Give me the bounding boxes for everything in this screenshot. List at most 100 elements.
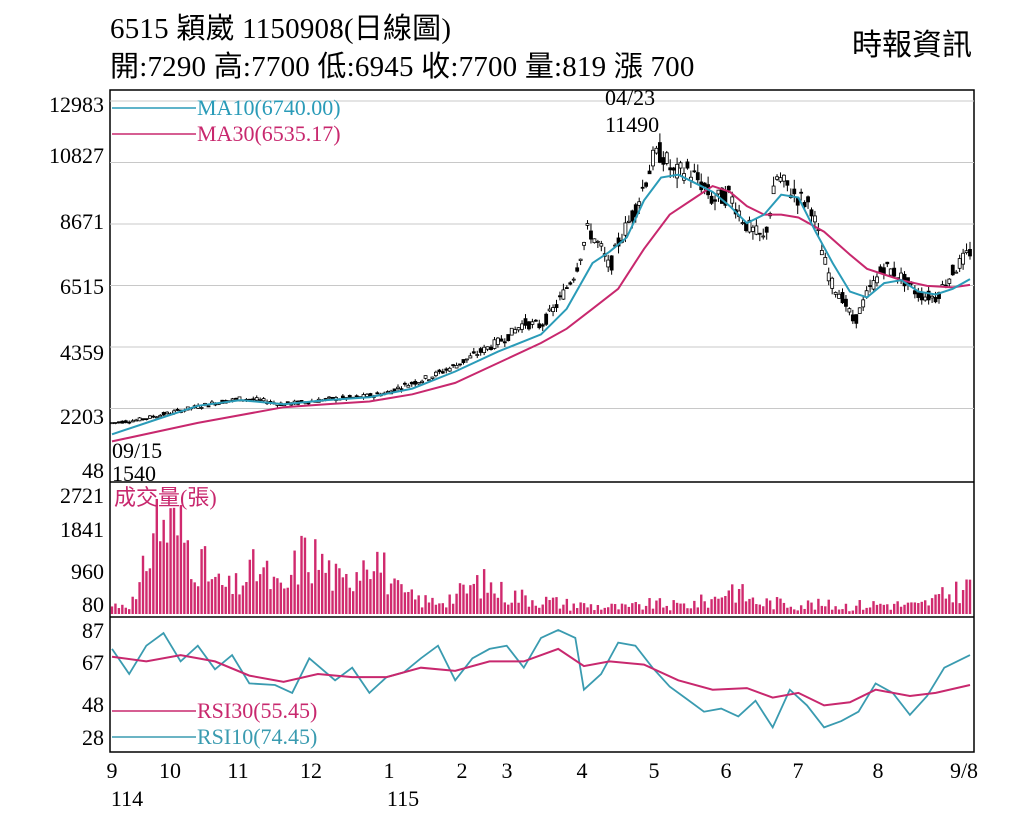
volume-bar: [214, 576, 217, 614]
volume-bar: [634, 602, 637, 614]
candle-body: [799, 191, 804, 194]
volume-bar: [482, 569, 486, 614]
candle-body: [823, 257, 828, 265]
candle-body: [668, 167, 673, 171]
volume-bar: [227, 575, 231, 614]
volume-bar: [589, 604, 593, 614]
candle-body: [850, 314, 855, 322]
volume-bar: [345, 573, 348, 614]
volume-bar: [648, 598, 651, 614]
volume-bar: [896, 601, 899, 614]
volume-bar: [534, 605, 538, 614]
candle-body: [113, 422, 118, 424]
volume-bar: [338, 568, 341, 614]
volume-bar: [365, 569, 369, 614]
volume-bar: [496, 597, 500, 614]
volume-bar: [451, 603, 455, 614]
candle-body: [427, 379, 431, 382]
volume-bar: [879, 603, 882, 614]
volume-bar: [441, 603, 444, 614]
volume-bar: [917, 603, 920, 614]
candle-body: [437, 369, 442, 373]
candle-body: [802, 202, 807, 208]
volume-bar: [248, 559, 252, 614]
volume-bar: [203, 546, 207, 614]
volume-bar: [837, 609, 841, 614]
candle-body: [623, 222, 628, 236]
volume-bar: [886, 604, 889, 614]
volume-bar: [238, 594, 241, 614]
x-tick-label: 7: [793, 758, 804, 783]
volume-bar: [476, 575, 479, 614]
volume-bar: [403, 592, 407, 614]
source-label: 時報資訊: [852, 29, 972, 62]
volume-bar: [669, 610, 672, 614]
candle-body: [499, 338, 504, 342]
candle-body: [644, 182, 648, 187]
candle-body: [402, 382, 407, 385]
candle-body: [954, 271, 959, 274]
candle-body: [440, 371, 445, 374]
volume-bar: [548, 600, 551, 614]
volume-bar: [393, 578, 396, 614]
candle-body: [523, 318, 528, 326]
volume-bar: [152, 533, 155, 614]
volume-bar: [317, 569, 320, 614]
volume-bar: [134, 599, 138, 614]
volume-bar: [575, 608, 579, 614]
volume-bar: [803, 608, 806, 614]
volume-bar: [513, 590, 517, 614]
volume-bar: [834, 606, 837, 614]
volume-bar: [851, 610, 855, 614]
candle-body: [813, 215, 817, 223]
volume-bar: [486, 592, 489, 614]
candle-body: [416, 382, 421, 385]
candle-body: [716, 189, 721, 195]
volume-bar: [613, 604, 617, 614]
volume-bar: [276, 578, 279, 614]
candle-body: [496, 337, 500, 345]
volume-bar: [458, 583, 462, 614]
candle-body: [713, 199, 717, 202]
candle-body: [375, 392, 380, 395]
x-tick-label: 4: [577, 758, 588, 783]
volume-bar: [775, 597, 779, 614]
volume-tick-label: 1841: [60, 517, 104, 542]
candle-body: [871, 280, 876, 290]
candle-body: [261, 398, 266, 402]
volume-bar: [889, 609, 892, 614]
price-tick-label: 4359: [60, 340, 104, 365]
candle-body: [434, 371, 438, 377]
volume-bar: [424, 595, 427, 614]
volume-bar: [258, 574, 262, 614]
candle-body: [130, 420, 135, 423]
volume-bar: [910, 602, 913, 614]
candle-body: [154, 416, 159, 419]
volume-bar: [314, 539, 317, 614]
candle-body: [340, 395, 345, 398]
rsi10-legend-label: RSI10(74.45): [197, 724, 317, 749]
candle-body: [451, 364, 456, 367]
volume-bar: [183, 542, 186, 614]
candle-body: [158, 414, 163, 418]
candle-body: [206, 405, 211, 408]
rsi-tick-label: 48: [82, 692, 104, 717]
low-value-annotation: 1540: [112, 461, 156, 486]
volume-bar: [531, 600, 534, 614]
volume-bar: [231, 593, 234, 614]
volume-bar: [155, 498, 158, 614]
volume-bar: [782, 602, 786, 614]
volume-bar: [810, 602, 813, 614]
volume-bar: [686, 608, 689, 614]
volume-bar: [331, 590, 334, 614]
candle-body: [609, 255, 614, 271]
volume-bar: [503, 602, 507, 614]
volume-bar: [427, 602, 431, 614]
volume-bar: [159, 541, 162, 614]
candle-body: [420, 380, 425, 383]
candle-body: [444, 368, 449, 371]
volume-bar: [376, 551, 379, 614]
volume-bar: [469, 585, 472, 614]
rsi-tick-label: 67: [82, 650, 104, 675]
candle-body: [475, 354, 480, 356]
